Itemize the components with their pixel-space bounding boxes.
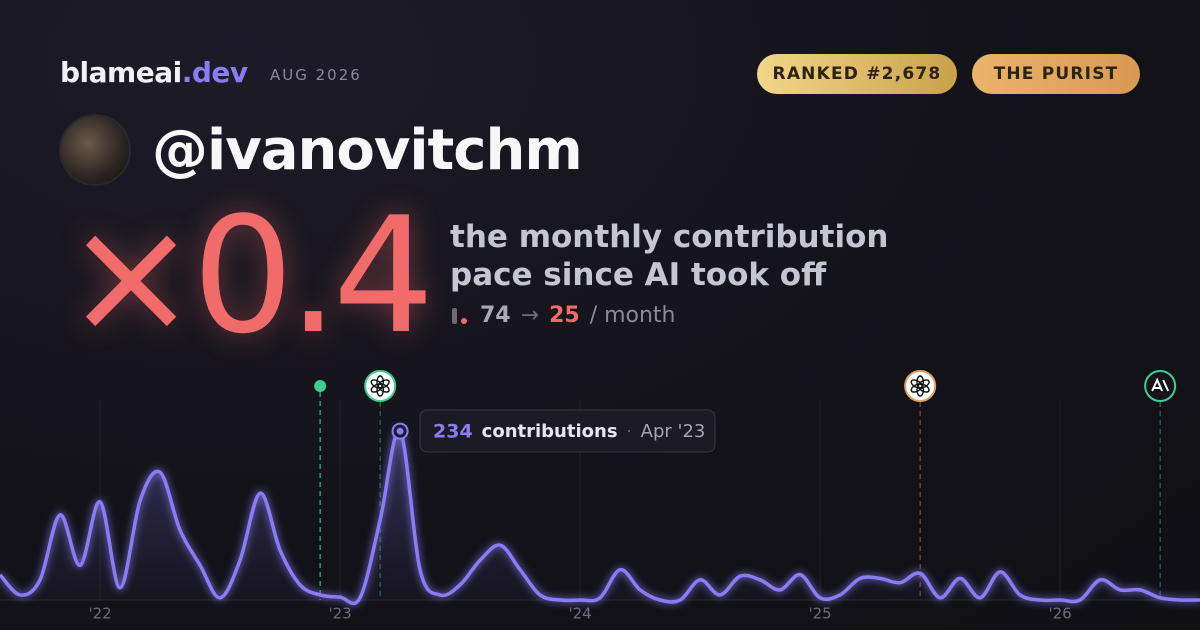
x-tick-label: '26	[1048, 605, 1071, 623]
arrow: →	[520, 303, 540, 328]
area	[0, 430, 1200, 604]
tooltip-unit: contributions	[482, 421, 618, 442]
stats: 74 → 25 / month	[450, 303, 676, 328]
unit: / month	[589, 303, 676, 328]
multiplier: ×0.4	[64, 182, 435, 369]
brand: blameai.dev	[60, 56, 248, 89]
event-icon	[1144, 370, 1177, 402]
description: the monthly contribution	[450, 219, 889, 255]
tooltip-box	[419, 409, 716, 453]
event-logo	[910, 379, 923, 389]
event-icon-bg	[364, 370, 397, 402]
date: AUG 2026	[270, 66, 362, 84]
brand-name: blameai	[60, 56, 182, 89]
stats-icon	[450, 306, 470, 326]
event-icon-bg	[904, 370, 937, 402]
avatar	[61, 116, 129, 184]
x-tick-label: '23	[328, 605, 351, 623]
description: pace since AI took off	[450, 257, 827, 293]
tooltip-separator: ·	[627, 422, 632, 441]
line	[0, 429, 1200, 606]
x-tick-label: '25	[808, 605, 831, 623]
event-logo	[1151, 377, 1170, 392]
persona-badge: THE PURIST	[972, 54, 1140, 94]
handle: @ivanovitchm	[152, 118, 583, 183]
rank-badge: RANKED #2,678	[757, 54, 957, 94]
tooltip-date: Apr '23	[641, 421, 706, 442]
highlight-dot	[396, 427, 404, 435]
event-dot	[314, 380, 327, 392]
brand-suffix: .dev	[181, 56, 248, 89]
after: 25	[549, 303, 580, 328]
event-logo	[370, 379, 383, 389]
event-icon	[904, 370, 937, 402]
event-icon	[364, 370, 397, 402]
tooltip-value: 234	[433, 421, 473, 443]
before: 74	[480, 303, 511, 328]
x-tick-label: '24	[568, 605, 591, 623]
x-tick-label: '22	[88, 605, 111, 623]
